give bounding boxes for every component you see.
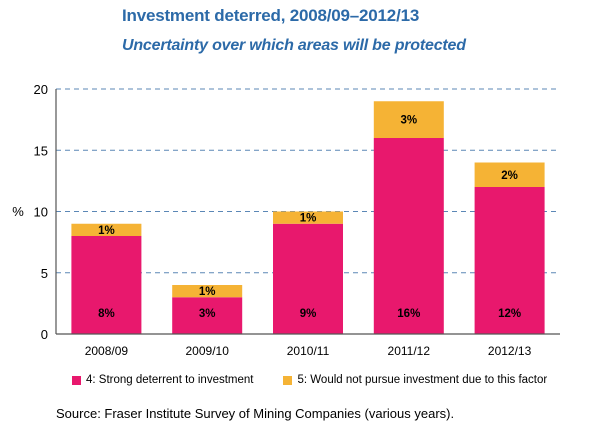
legend-item-would-not-pursue: 5: Would not pursue investment due to th…	[283, 374, 547, 386]
bar-would-not-pursue	[71, 223, 142, 236]
legend-label-would-not-pursue: 5: Would not pursue investment due to th…	[297, 374, 548, 386]
axes	[55, 89, 560, 335]
bar-strong-deterrent	[373, 138, 444, 334]
data-label: 3%	[400, 115, 417, 127]
bar-strong-deterrent	[172, 297, 243, 334]
y-tick-label: 20	[34, 82, 48, 97]
y-tick-label: 10	[34, 205, 48, 220]
bar-would-not-pursue	[172, 285, 243, 298]
legend-item-strong-deterrent: 4: Strong deterrent to investment	[72, 374, 253, 386]
source-note: Source: Fraser Institute Survey of Minin…	[56, 406, 455, 421]
data-label: 8%	[98, 308, 115, 320]
x-tick-label: 2008/09	[85, 344, 129, 358]
x-tick-label: 2010/11	[287, 344, 330, 358]
y-axis-label: %	[12, 204, 24, 219]
bar-strong-deterrent	[71, 236, 142, 334]
data-label: 12%	[498, 308, 521, 320]
bar-would-not-pursue	[373, 101, 444, 138]
legend-label-strong-deterrent: 4: Strong deterrent to investment	[86, 374, 254, 386]
data-label: 1%	[98, 225, 115, 237]
data-label: 9%	[300, 308, 317, 320]
y-tick-label: 15	[34, 143, 48, 158]
data-label: 3%	[199, 308, 216, 320]
bar-would-not-pursue	[474, 162, 545, 187]
y-tick-label: 0	[41, 327, 48, 342]
data-label: 1%	[300, 213, 317, 225]
x-tick-label: 2011/12	[388, 344, 431, 358]
legend-swatch-strong-deterrent	[72, 375, 81, 385]
y-tick-label: 5	[41, 266, 48, 281]
x-tick-label: 2009/10	[186, 344, 230, 358]
x-tick-label: 2012/13	[488, 344, 532, 358]
bar-would-not-pursue	[273, 211, 343, 224]
bar-strong-deterrent	[273, 223, 343, 334]
data-label: 1%	[199, 286, 216, 298]
data-label: 2%	[501, 170, 518, 182]
legend: 4: Strong deterrent to investment 5: Wou…	[72, 374, 577, 386]
legend-swatch-would-not-pursue	[283, 375, 293, 385]
chart-subtitle: Uncertainty over which areas will be pro…	[122, 37, 466, 54]
data-label: 16%	[397, 308, 420, 320]
chart-title: Investment deterred, 2008/09–2012/13	[122, 6, 420, 25]
bars	[71, 101, 545, 334]
labels: 0 5 10 15 20 8% 1% 2008/09 3% 1% 2009/10 9% 1% 2010/1…	[34, 82, 532, 358]
bar-strong-deterrent	[474, 187, 545, 334]
